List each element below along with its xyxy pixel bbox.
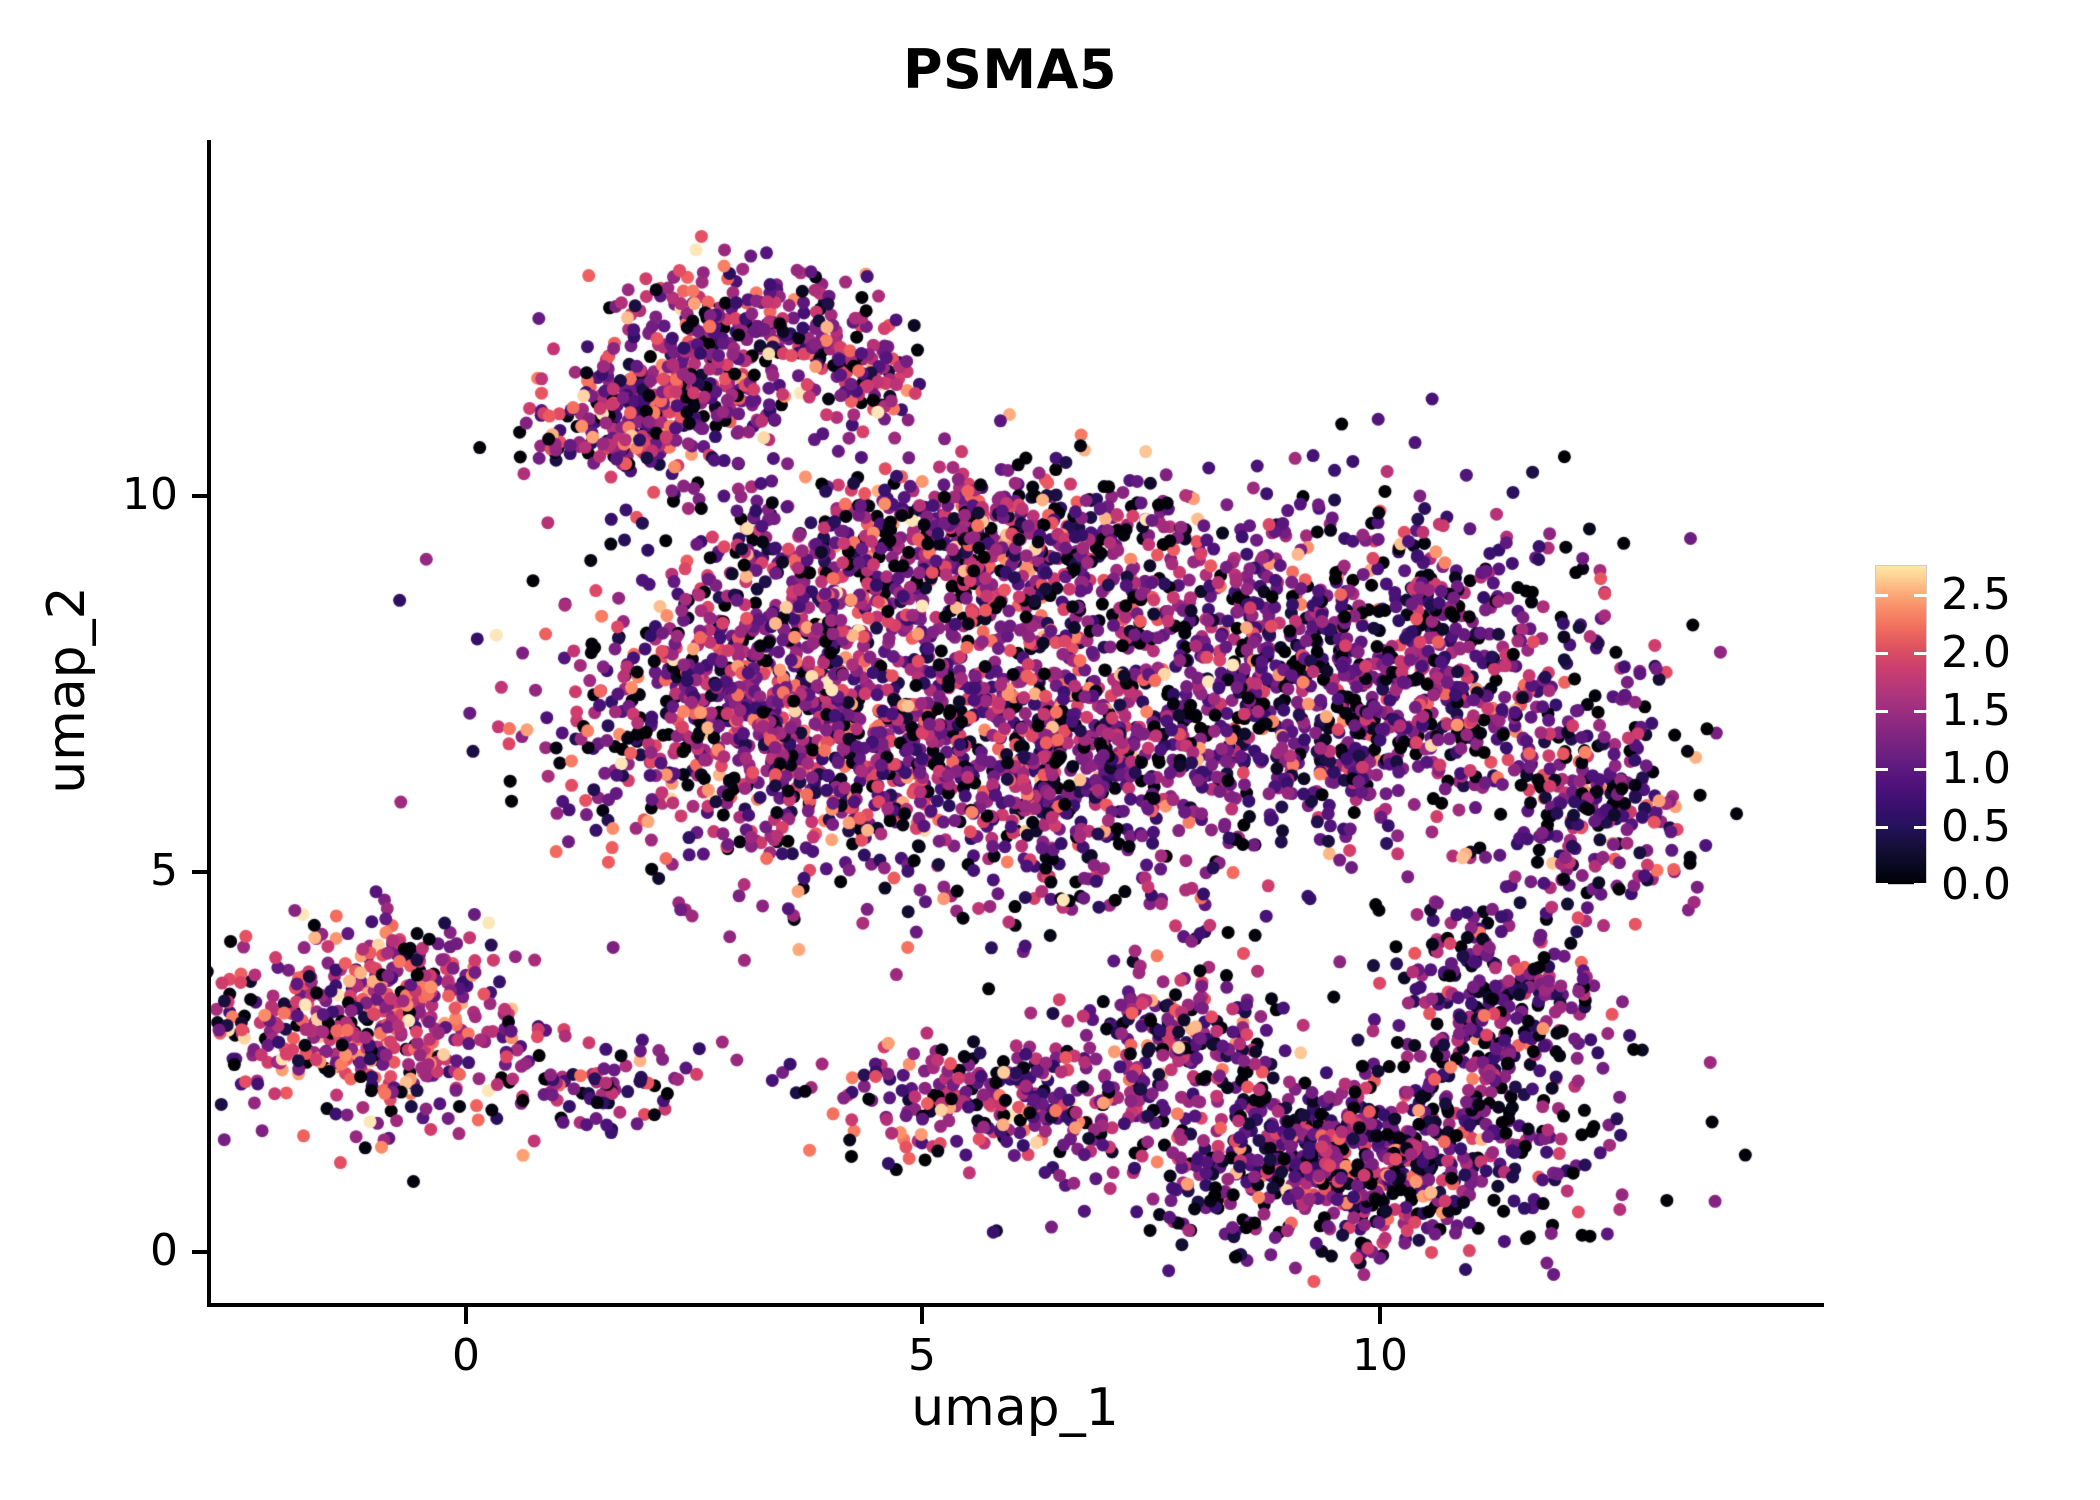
colorbar-tick-1.0-right (1914, 768, 1927, 771)
y-tick-mark-0 (192, 1250, 209, 1254)
y-tick-label-5: 5 (150, 845, 178, 896)
colorbar-label-0.0: 0.0 (1941, 859, 2011, 910)
y-tick-mark-10 (192, 494, 209, 498)
colorbar-tick-0.0-left (1875, 883, 1888, 886)
colorbar-tick-2.0-left (1875, 652, 1888, 655)
y-axis-spine (207, 140, 211, 1307)
colorbar-tick-0.0-right (1914, 883, 1927, 886)
x-tick-label-5: 5 (908, 1330, 936, 1381)
page-title: PSMA5 (902, 38, 1118, 101)
colorbar-tick-2.0-right (1914, 652, 1927, 655)
y-tick-label-10: 10 (122, 469, 178, 520)
colorbar-gradient (1875, 565, 1927, 885)
colorbar-label-1.5: 1.5 (1941, 685, 2011, 736)
colorbar-label-0.5: 0.5 (1941, 801, 2011, 852)
colorbar-tick-1.5-right (1914, 710, 1927, 713)
x-tick-mark-5 (920, 1307, 924, 1324)
y-tick-label-0: 0 (150, 1225, 178, 1276)
colorbar-tick-1.0-left (1875, 768, 1888, 771)
x-tick-mark-10 (1378, 1307, 1382, 1324)
x-tick-label-0: 0 (452, 1330, 480, 1381)
y-axis-label: umap_2 (37, 586, 97, 794)
x-tick-mark-0 (464, 1307, 468, 1324)
colorbar-label-2.5: 2.5 (1941, 569, 2011, 620)
plot-area[interactable] (207, 140, 1820, 1305)
scatter-plot-canvas[interactable] (207, 140, 1820, 1305)
colorbar-tick-2.5-left (1875, 594, 1888, 597)
colorbar-label-2.0: 2.0 (1941, 627, 2011, 678)
x-axis-spine (207, 1303, 1824, 1307)
colorbar-tick-0.5-right (1914, 826, 1927, 829)
colorbar-tick-0.5-left (1875, 826, 1888, 829)
colorbar-label-1.0: 1.0 (1941, 743, 2011, 794)
y-tick-mark-5 (192, 870, 209, 874)
colorbar[interactable]: 2.5 2.0 1.5 1.0 0.5 0.0 (1875, 565, 2011, 910)
x-axis-label: umap_1 (911, 1378, 1119, 1438)
colorbar-tick-1.5-left (1875, 710, 1888, 713)
colorbar-tick-2.5-right (1914, 594, 1927, 597)
x-tick-label-10: 10 (1352, 1330, 1408, 1381)
